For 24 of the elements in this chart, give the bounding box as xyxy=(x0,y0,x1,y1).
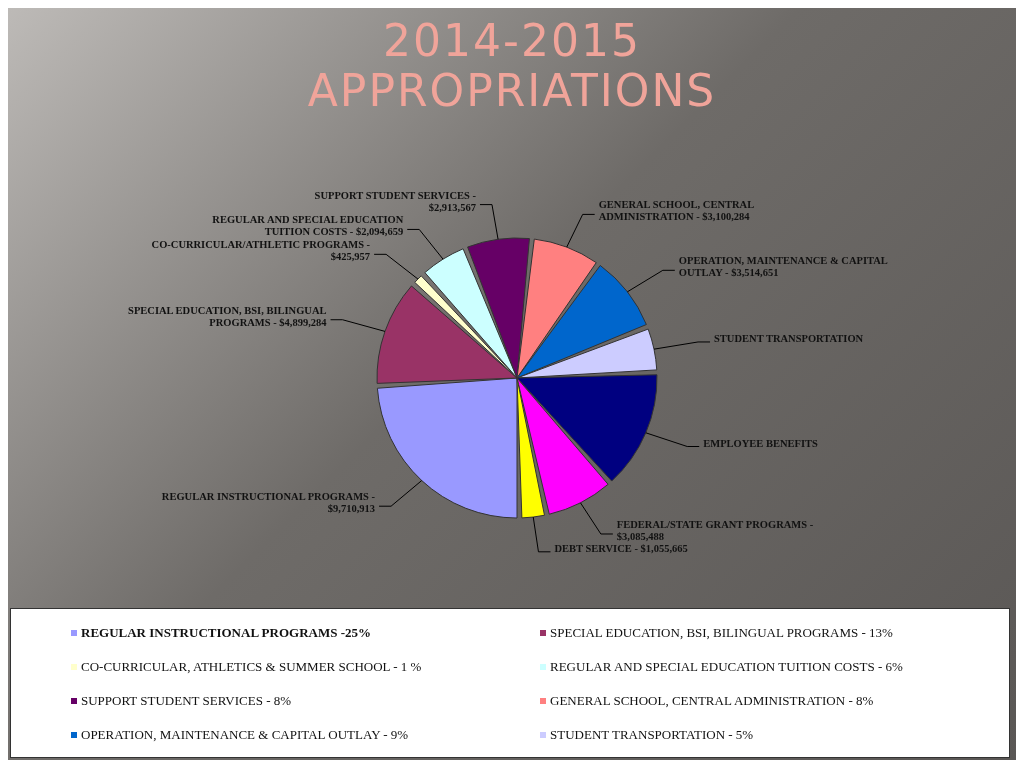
slice-label: REGULAR INSTRUCTIONAL PROGRAMS - xyxy=(161,491,376,503)
chart-title: 2014-2015 APPROPRIATIONS xyxy=(306,14,718,116)
slice-label: GENERAL SCHOOL, CENTRAL ADMINISTRATION - $3,100,284 xyxy=(598,199,755,223)
slice-label: SUPPORT STUDENT SERVICES - xyxy=(314,189,477,201)
text: GENERAL SCHOOL, CENTRAL ADMINISTRATION - 8% xyxy=(550,693,874,709)
text: SUPPORT STUDENT SERVICES - 8% xyxy=(81,693,292,709)
text: REGULAR INSTRUCTIONAL PROGRAMS -25% xyxy=(81,625,371,641)
text: SPECIAL EDUCATION, BSI, BILINGUAL PROGRAMS - 13% xyxy=(550,625,893,641)
slice-label: SPECIAL EDUCATION, BSI, BILINGUAL PROGRAMS - $4,899,284 xyxy=(128,304,328,328)
data-label: $9,710,913 xyxy=(327,503,376,515)
text: STUDENT TRANSPORTATION - 5% xyxy=(550,727,754,743)
data-label: $3,085,488 xyxy=(616,530,665,542)
data-label: $2,913,567 xyxy=(428,201,476,213)
text: OPERATION, MAINTENANCE & CAPITAL OUTLAY - 9% xyxy=(81,727,409,743)
slice-label: CO-CURRICULAR/ATHLETIC PROGRAMS - xyxy=(151,239,371,251)
slice-label: REGULAR AND SPECIAL EDUCATION TUITION COSTS - $2,094,659 xyxy=(212,214,404,238)
text: REGULAR AND SPECIAL EDUCATION TUITION COSTS - 6% xyxy=(550,659,903,675)
text: CO-CURRICULAR, ATHLETICS & SUMMER SCHOOL - 1 % xyxy=(81,659,422,675)
slice-label: EMPLOYEE BENEFITS xyxy=(703,437,819,449)
slice-label: STUDENT TRANSPORTATION xyxy=(714,332,864,344)
slice-label: FEDERAL/STATE GRANT PROGRAMS - xyxy=(616,518,814,530)
data-label: $425,957 xyxy=(330,251,371,263)
slice-label: DEBT SERVICE - $1,055,665 xyxy=(554,542,688,554)
slice-label: OPERATION, MAINTENANCE & CAPITAL OUTLAY - $3,514,651 xyxy=(678,255,888,279)
